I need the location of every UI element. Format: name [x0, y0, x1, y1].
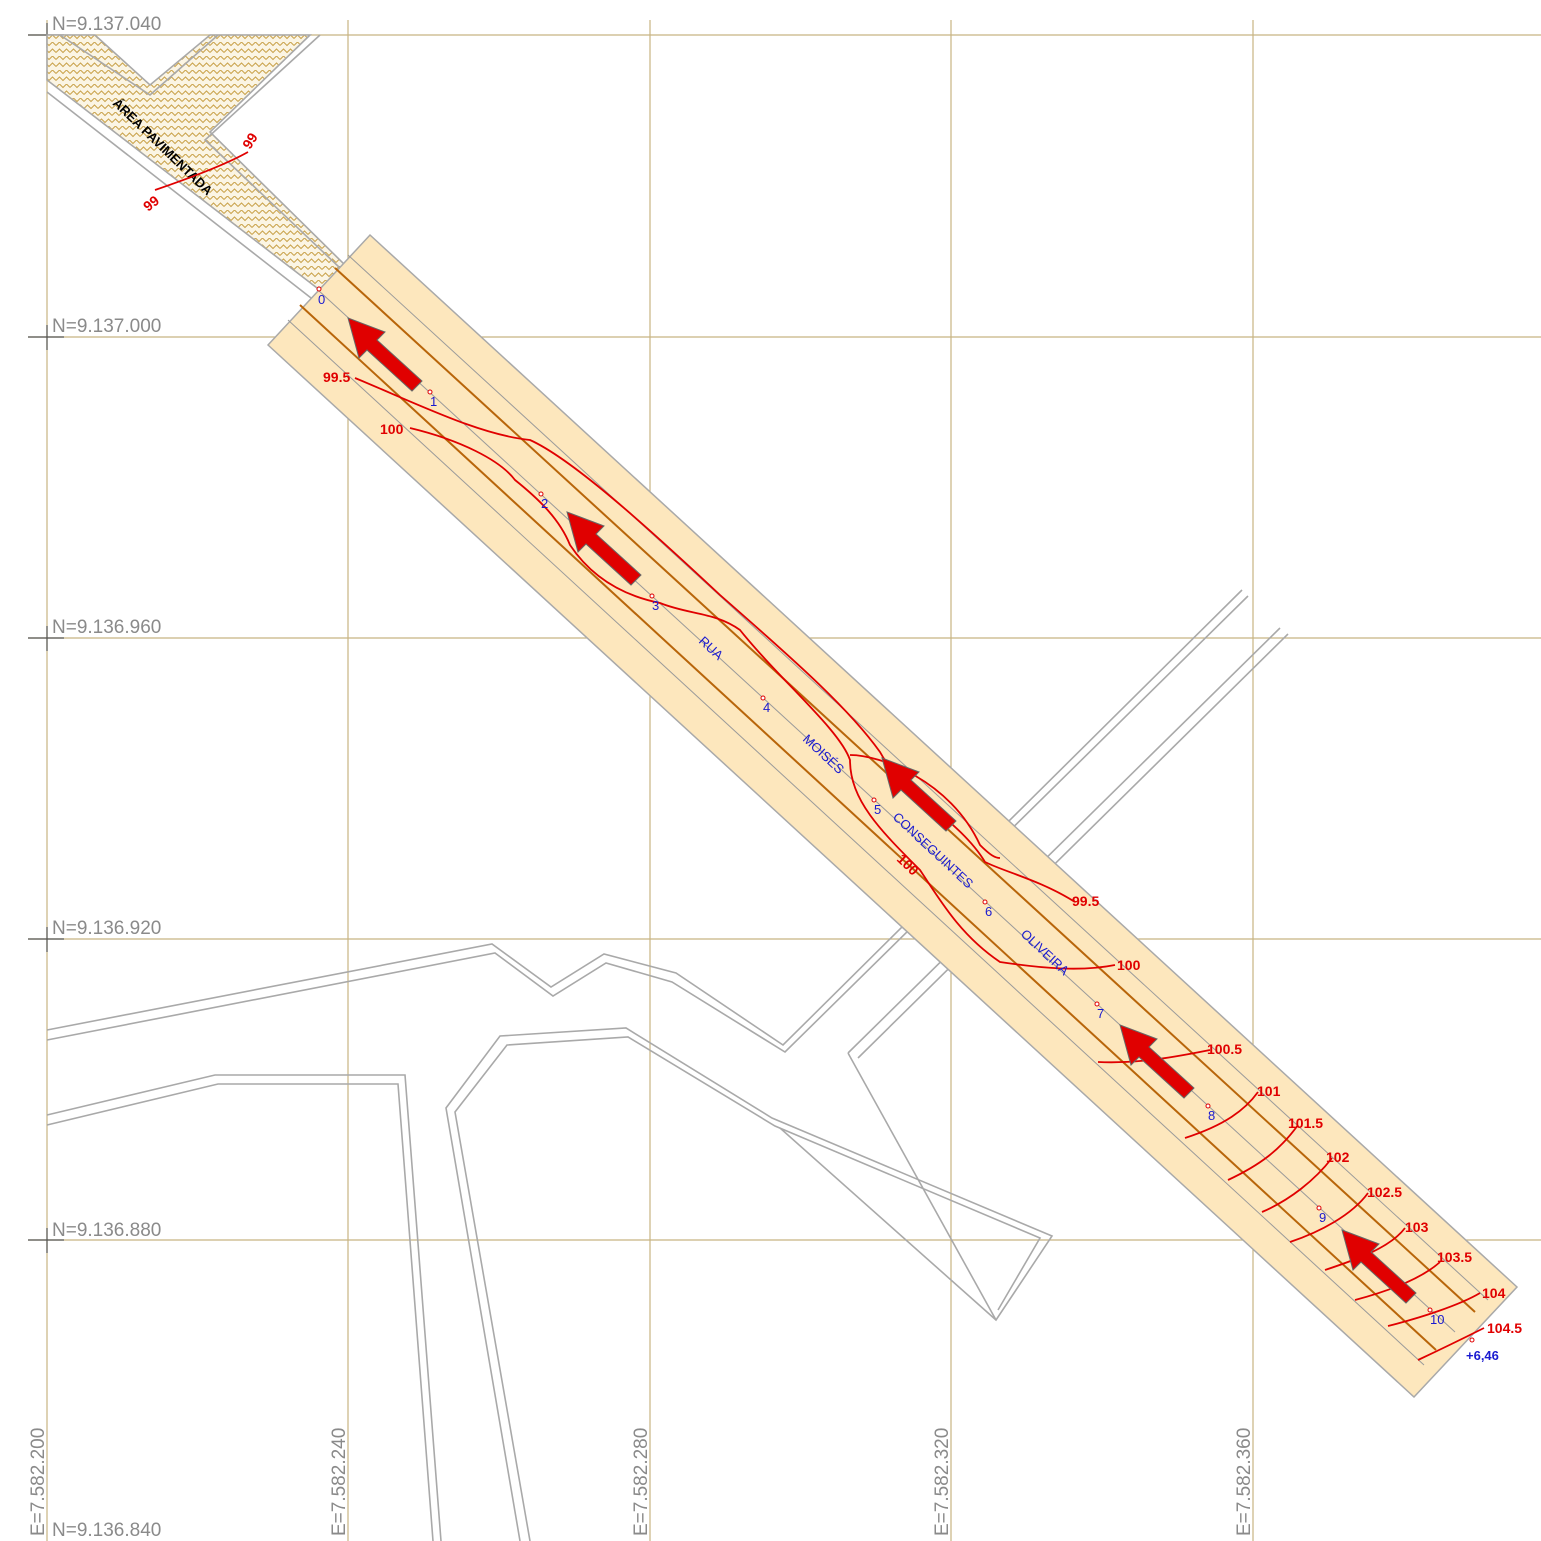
easting-label: E=7.582.320: [932, 1428, 953, 1536]
northing-label: N=9.136.840: [52, 1520, 161, 1541]
station-label: 2: [541, 496, 548, 511]
easting-label: E=7.582.200: [28, 1428, 49, 1536]
contour-lines: [154, 151, 1485, 1361]
flow-arrow-icon: [347, 317, 423, 392]
contour-label: 101: [1257, 1083, 1281, 1099]
flow-arrow-icon: [566, 511, 642, 586]
station-label: 4: [763, 700, 770, 715]
contour-label: 100: [380, 421, 404, 437]
northing-label: N=9.137.040: [52, 14, 161, 35]
station-label: 5: [874, 802, 881, 817]
contour-label: 99.5: [1072, 893, 1099, 909]
lot-boundaries: [46, 589, 1289, 1541]
contour-label: 104.5: [1487, 1320, 1522, 1336]
station-label: 8: [1208, 1108, 1215, 1123]
contour-label: 102: [1326, 1149, 1350, 1165]
northing-label: N=9.136.960: [52, 617, 161, 638]
station-label: 1: [430, 394, 437, 409]
station-label: 10: [1430, 1312, 1444, 1327]
grid-ticks: [28, 23, 64, 1253]
contour-label: 102.5: [1367, 1184, 1402, 1200]
easting-label: E=7.582.360: [1234, 1428, 1255, 1536]
station-label: 7: [1097, 1006, 1104, 1021]
station-label: 9: [1319, 1210, 1326, 1225]
easting-label: E=7.582.240: [329, 1428, 350, 1536]
contour-label: 99.5: [323, 369, 350, 385]
contour-label: 100: [1117, 957, 1141, 973]
station-label: +6,46: [1466, 1348, 1499, 1363]
flow-arrow-icon: [1341, 1229, 1417, 1304]
flow-arrow-icon: [1119, 1024, 1195, 1099]
easting-label: E=7.582.280: [631, 1428, 652, 1536]
paved-area: ÁREA PAVIMENTADA: [46, 34, 346, 306]
contour-label: 103: [1405, 1219, 1429, 1235]
contour-label: 101.5: [1288, 1115, 1323, 1131]
northing-label: N=9.136.880: [52, 1220, 161, 1241]
station-markers: [316, 286, 1475, 1343]
contour-label: 103.5: [1437, 1249, 1472, 1265]
contour-label: 99: [140, 192, 162, 214]
contour-label: 99: [239, 130, 261, 152]
contour-label: 104: [1482, 1285, 1506, 1301]
station-label: 0: [318, 292, 325, 307]
street-corridor: [266, 233, 1519, 1399]
northing-label: N=9.136.920: [52, 918, 161, 939]
northing-label: N=9.137.000: [52, 316, 161, 337]
flow-arrow-icon: [881, 757, 957, 832]
station-label: 6: [985, 904, 992, 919]
station-label: 3: [652, 598, 659, 613]
flow-arrows: [347, 317, 1417, 1304]
contour-label: 100.5: [1207, 1041, 1242, 1057]
